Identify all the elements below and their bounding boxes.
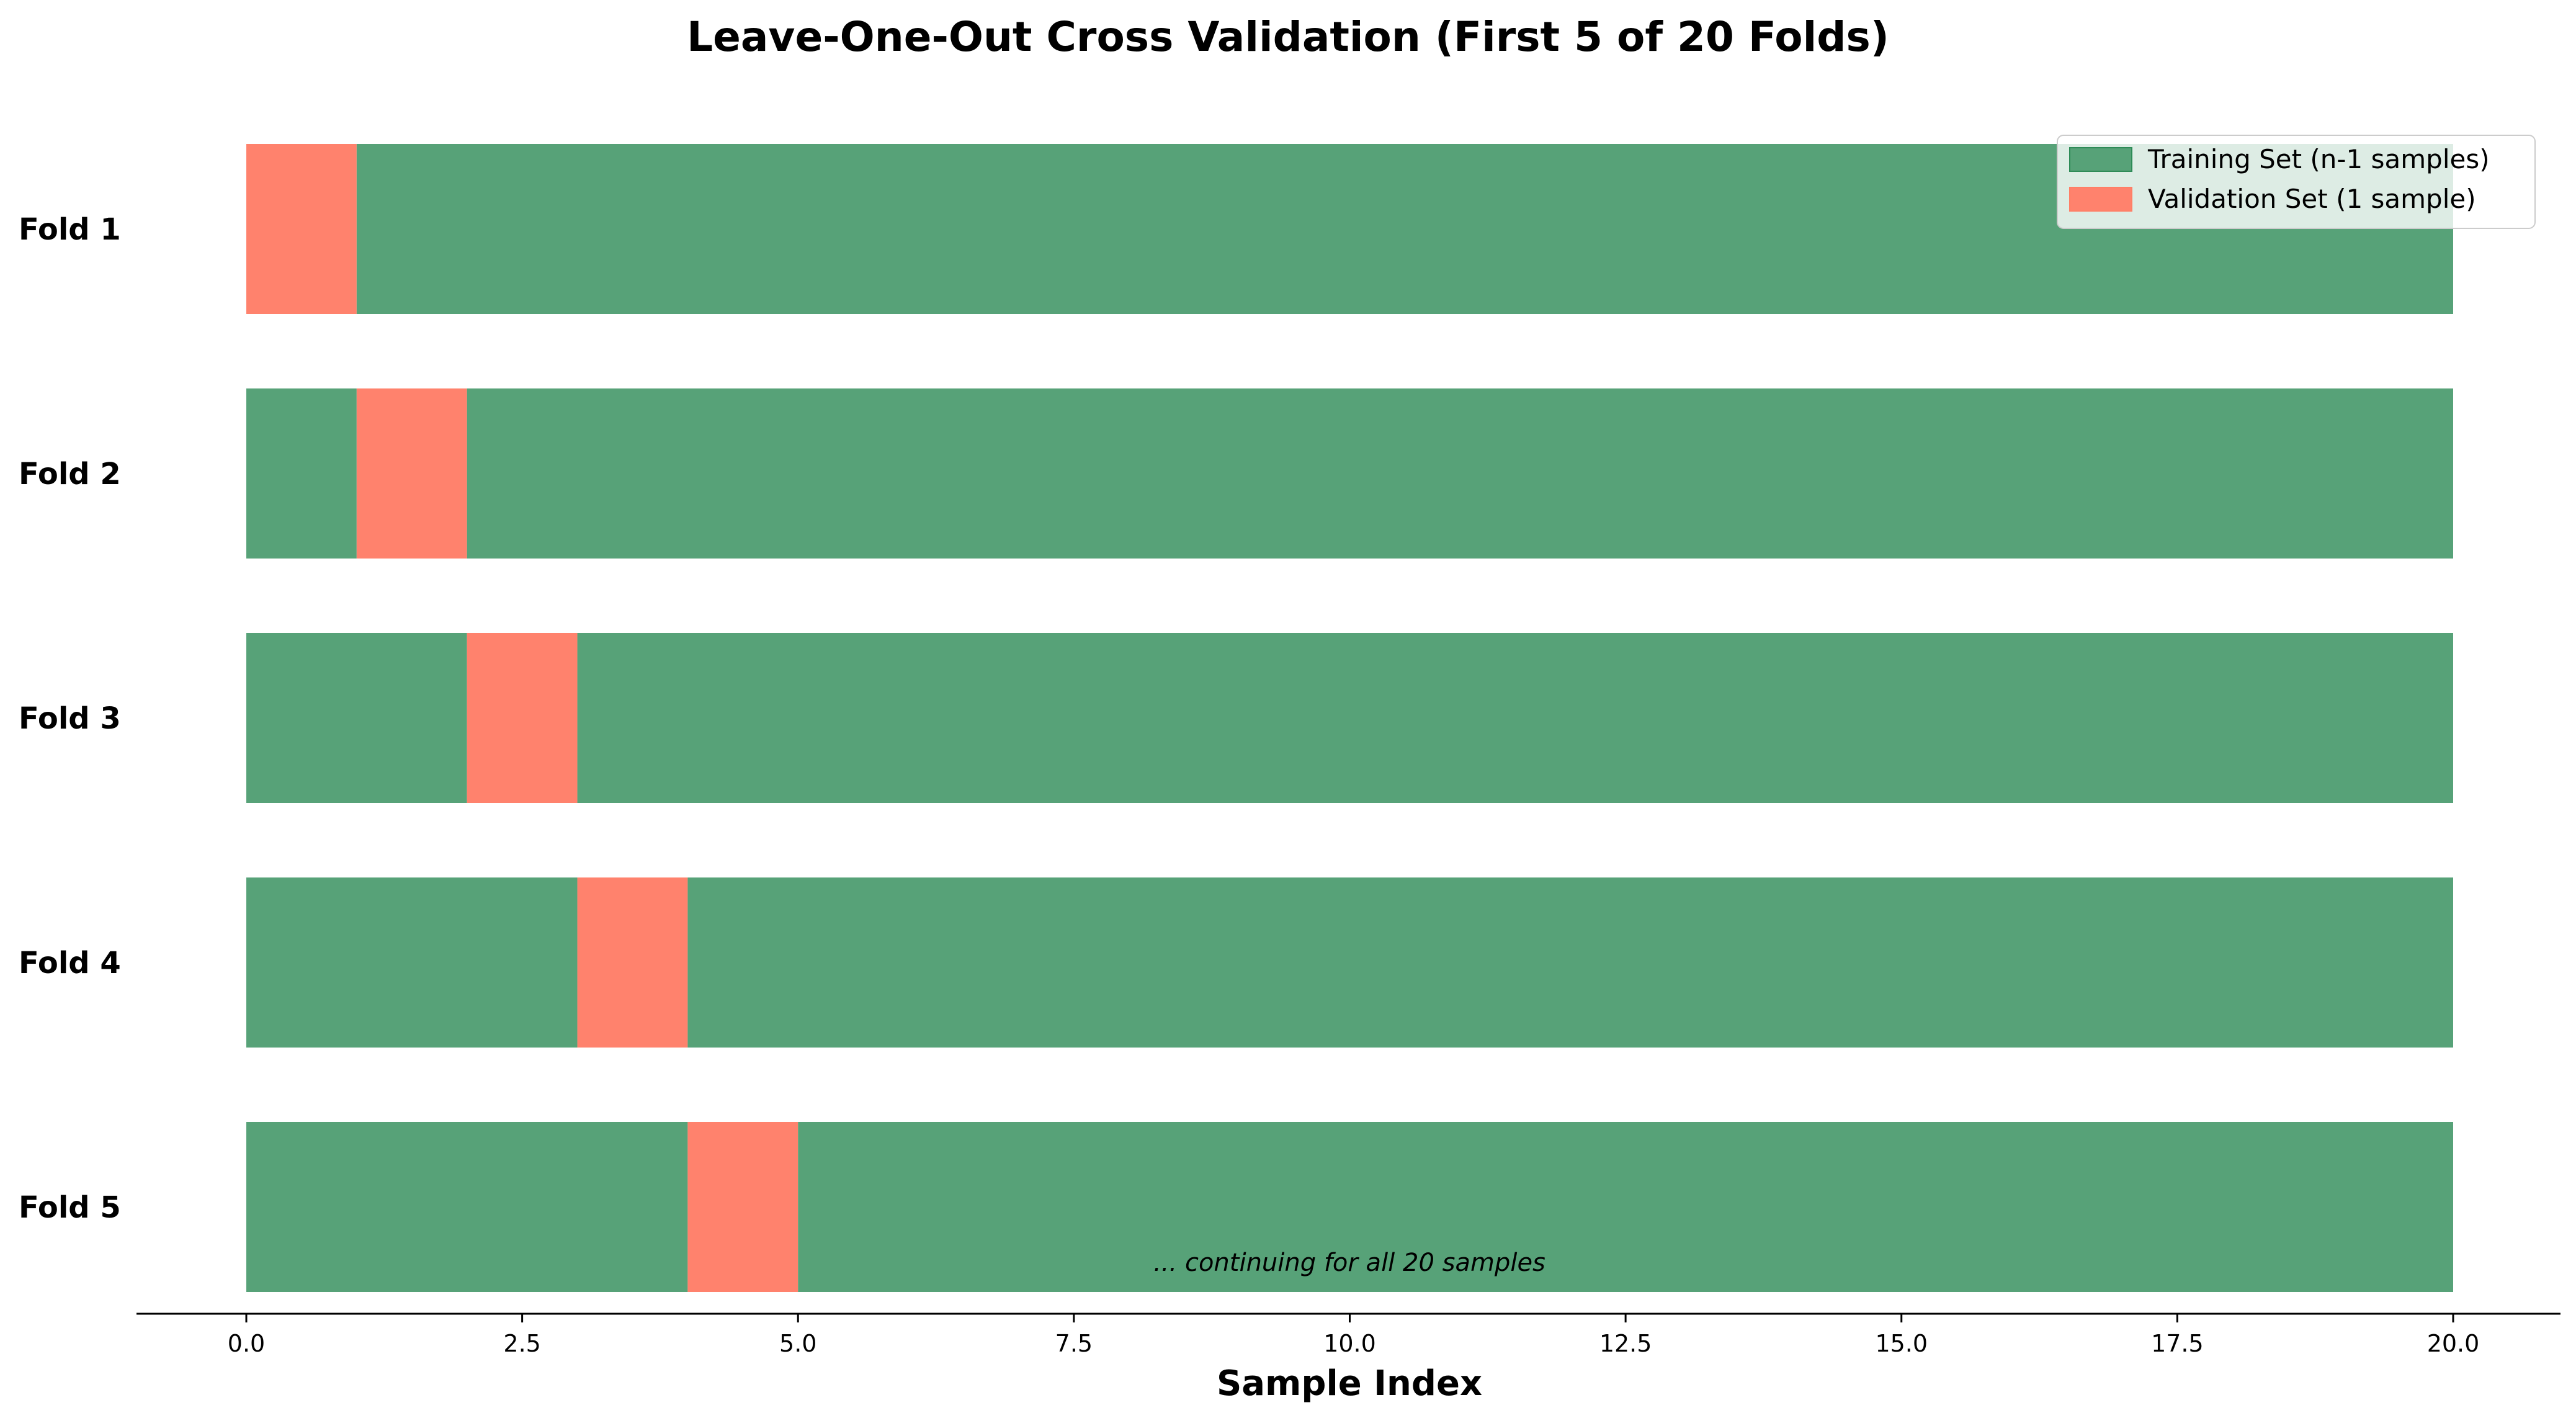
fold-labels-layer: Fold 1 Fold 2 Fold 3 Fold 4 Fold 5	[19, 212, 121, 1225]
fold-label: Fold 5	[19, 1190, 121, 1225]
training-bar-segment	[577, 633, 2453, 803]
training-bar-segment	[246, 633, 467, 803]
x-tick-label: 2.5	[503, 1330, 540, 1357]
fold-label: Fold 3	[19, 701, 121, 736]
chart-title: Leave-One-Out Cross Validation (First 5 …	[687, 13, 1889, 61]
fold-label: Fold 4	[19, 946, 121, 980]
validation-bar-segment	[687, 1122, 798, 1292]
legend-swatch	[2069, 147, 2132, 172]
x-tick-label: 7.5	[1055, 1330, 1093, 1357]
validation-bar-segment	[246, 144, 357, 314]
legend-swatch	[2069, 187, 2132, 212]
x-tick-label: 10.0	[1323, 1330, 1376, 1357]
x-axis: 0.0 2.5 5.0 7.5 10.0 12.5 15.0 17.5 20.0	[136, 1313, 2560, 1357]
training-bar-segment	[687, 877, 2454, 1048]
x-axis-label: Sample Index	[1217, 1363, 1482, 1404]
x-tick-label: 17.5	[2151, 1330, 2204, 1357]
x-tick-label: 5.0	[779, 1330, 816, 1357]
training-bar-segment	[246, 877, 578, 1048]
fold-label: Fold 2	[19, 457, 121, 491]
validation-bar-segment	[356, 388, 467, 559]
training-bar-segment	[246, 1122, 688, 1292]
x-tick-label: 15.0	[1875, 1330, 1928, 1357]
legend-label: Validation Set (1 sample)	[2148, 184, 2476, 214]
training-bar-segment	[467, 388, 2454, 559]
training-bar-segment	[246, 388, 357, 559]
bars-layer	[246, 144, 2454, 1292]
x-tick-label: 20.0	[2427, 1330, 2480, 1357]
validation-bar-segment	[577, 877, 688, 1048]
training-bar-segment	[798, 1122, 2453, 1292]
legend-frame	[2057, 135, 2536, 229]
legend: Training Set (n-1 samples) Validation Set…	[2057, 135, 2536, 229]
legend-label: Training Set (n-1 samples)	[2147, 144, 2490, 174]
continuation-annotation: ... continuing for all 20 samples	[1153, 1249, 1545, 1277]
x-tick-label: 12.5	[1599, 1330, 1652, 1357]
x-tick-label: 0.0	[228, 1330, 265, 1357]
validation-bar-segment	[467, 633, 578, 803]
fold-label: Fold 1	[19, 212, 121, 247]
